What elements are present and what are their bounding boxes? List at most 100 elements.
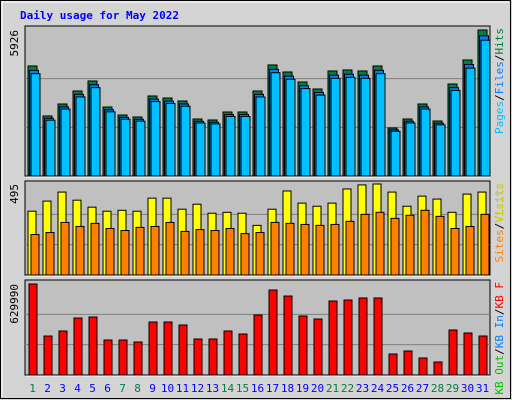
bar <box>255 232 265 276</box>
x-tick-label: 29 <box>446 382 459 395</box>
bar <box>90 87 101 177</box>
bar <box>150 225 160 276</box>
bar <box>465 67 476 177</box>
bar <box>210 230 220 276</box>
bar <box>178 324 188 376</box>
bar <box>30 234 40 276</box>
bar <box>373 297 383 376</box>
legend-entry: KB F <box>493 282 506 309</box>
bar <box>60 221 70 276</box>
bar <box>345 76 356 177</box>
bar <box>343 299 353 376</box>
bar <box>270 221 280 276</box>
bar <box>163 321 173 376</box>
legend-entry: Files <box>493 61 506 94</box>
legend-entry: Visits <box>493 183 506 223</box>
chart-title: Daily usage for May 2022 <box>20 9 179 22</box>
bar <box>405 122 416 177</box>
bar <box>390 130 401 177</box>
x-tick-label: 4 <box>74 382 81 395</box>
bar <box>195 122 206 177</box>
bar <box>450 227 460 276</box>
bar <box>285 78 296 177</box>
bar <box>210 123 221 177</box>
bar <box>330 223 340 276</box>
bar <box>238 333 248 376</box>
bar <box>118 339 128 376</box>
bar <box>225 227 235 276</box>
bar <box>480 39 491 177</box>
x-tick-label: 9 <box>149 382 156 395</box>
bar <box>105 111 116 177</box>
legend: KB Out/KB In/KB F <box>493 282 506 395</box>
bar <box>240 115 251 177</box>
x-tick-label: 1 <box>29 382 36 395</box>
bar <box>180 105 191 177</box>
bar <box>75 225 85 276</box>
x-tick-label: 10 <box>161 382 174 395</box>
bar <box>60 108 71 177</box>
bar <box>120 118 131 177</box>
bar <box>195 229 205 276</box>
bar <box>75 96 86 177</box>
bar <box>135 120 146 177</box>
bar <box>43 335 53 376</box>
legend-entry: Hits <box>493 28 506 55</box>
bar <box>165 102 176 177</box>
x-tick-label: 22 <box>341 382 354 395</box>
bar <box>73 317 83 376</box>
bar <box>133 341 143 376</box>
x-tick-label: 13 <box>206 382 219 395</box>
bar <box>283 295 293 376</box>
bar <box>448 329 458 376</box>
bar <box>300 88 311 177</box>
bar <box>465 225 475 276</box>
bar <box>375 73 386 177</box>
bar <box>360 77 371 177</box>
x-tick-label: 19 <box>296 382 309 395</box>
x-tick-label: 16 <box>251 382 264 395</box>
bar <box>45 232 55 276</box>
bar <box>315 94 326 177</box>
bar <box>225 115 236 177</box>
bar <box>268 289 278 376</box>
bar <box>88 316 98 376</box>
bar <box>330 77 341 177</box>
bar <box>420 209 430 276</box>
bar <box>375 211 385 276</box>
bar <box>418 357 428 376</box>
bar <box>120 230 130 276</box>
x-tick-label: 15 <box>236 382 249 395</box>
x-tick-label: 17 <box>266 382 279 395</box>
bar <box>150 101 161 177</box>
x-tick-label: 18 <box>281 382 294 395</box>
bar <box>103 339 113 376</box>
y-tick-label: 495 <box>8 184 21 204</box>
bar <box>253 314 263 376</box>
legend-separator: / <box>493 55 506 62</box>
legend-separator: / <box>493 223 506 230</box>
legend: Sites/Visits <box>493 183 506 263</box>
x-tick-label: 11 <box>176 382 189 395</box>
legend-separator: / <box>493 348 506 355</box>
bar <box>45 119 56 177</box>
bar <box>435 124 446 177</box>
bar <box>433 361 443 376</box>
y-tick-label: 5926 <box>8 30 21 57</box>
bar <box>480 213 490 276</box>
bar <box>450 89 461 177</box>
bar <box>420 108 431 177</box>
x-tick-label: 7 <box>119 382 126 395</box>
bar <box>240 233 250 276</box>
bar <box>435 215 445 276</box>
x-tick-label: 27 <box>416 382 429 395</box>
bar <box>405 214 415 276</box>
bar <box>313 318 323 376</box>
bar <box>223 330 233 376</box>
bar <box>300 223 310 276</box>
x-tick-label: 24 <box>371 382 385 395</box>
